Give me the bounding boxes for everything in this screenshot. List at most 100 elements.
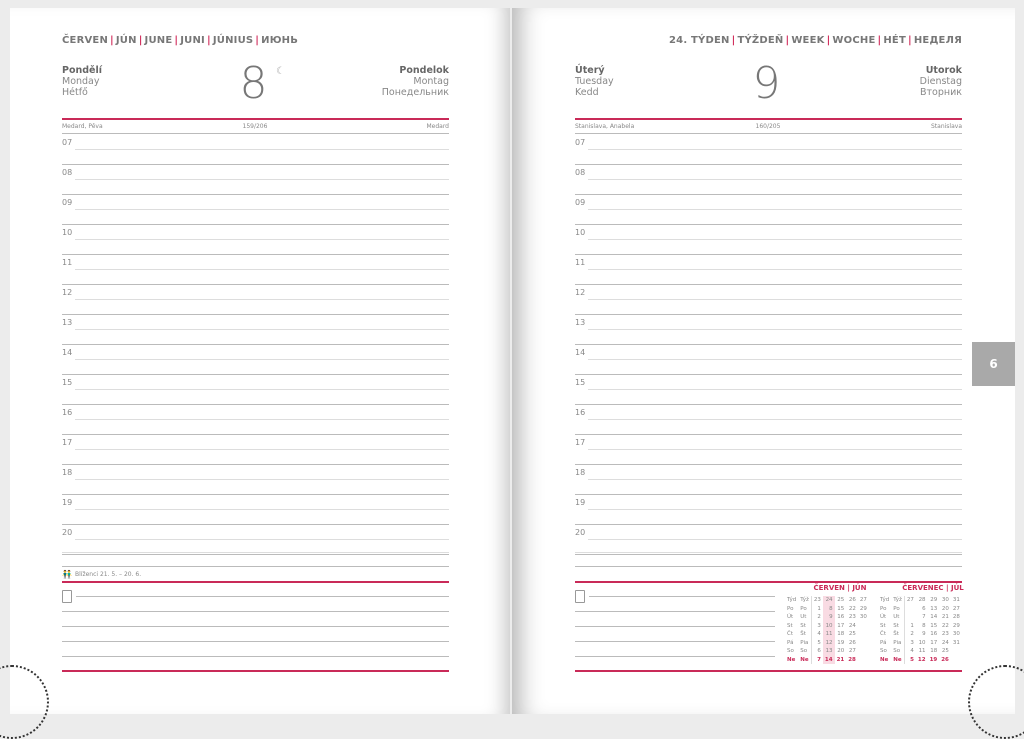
writing-line[interactable] [575, 464, 962, 465]
writing-line[interactable] [62, 374, 449, 375]
calendar-day: 17 [930, 639, 938, 646]
writing-line[interactable] [62, 164, 449, 165]
writing-line[interactable] [588, 299, 962, 300]
writing-line[interactable] [62, 554, 449, 555]
writing-line[interactable] [575, 164, 962, 165]
writing-line[interactable] [575, 194, 962, 195]
writing-line[interactable] [75, 239, 449, 240]
calendar-day: 7 [817, 656, 821, 663]
note-line[interactable] [575, 641, 775, 642]
writing-line[interactable] [575, 434, 962, 435]
writing-line[interactable] [588, 419, 962, 420]
weekday-label: So [787, 648, 794, 655]
writing-line[interactable] [75, 449, 449, 450]
note-line[interactable] [62, 656, 449, 657]
weekday-label: Ut [891, 613, 905, 622]
writing-line[interactable] [588, 539, 962, 540]
hour-label: 13 [575, 318, 586, 327]
separator: | [206, 35, 211, 46]
writing-line[interactable] [75, 389, 449, 390]
writing-line[interactable] [588, 179, 962, 180]
note-line[interactable] [589, 596, 775, 597]
writing-line[interactable] [62, 344, 449, 345]
writing-line[interactable] [588, 359, 962, 360]
writing-line[interactable] [75, 419, 449, 420]
writing-line[interactable] [62, 284, 449, 285]
hour-label: 14 [575, 348, 586, 357]
calendar-day: 28 [918, 597, 926, 604]
writing-line[interactable] [575, 554, 962, 555]
writing-line[interactable] [575, 524, 962, 525]
page-header: 24. TÝDEN | TÝŽDEŇ | WEEK | WOCHE | HÉT | НЕДЕЛЯ [669, 35, 962, 46]
hour-label: 08 [575, 168, 586, 177]
writing-line[interactable] [575, 552, 962, 553]
writing-line[interactable] [588, 239, 962, 240]
writing-line[interactable] [62, 552, 449, 553]
writing-line[interactable] [75, 179, 449, 180]
calendar-day: 23 [813, 597, 821, 604]
weekday-label: Ut [798, 613, 812, 622]
writing-line[interactable] [75, 269, 449, 270]
writing-line[interactable] [75, 299, 449, 300]
writing-line[interactable] [588, 479, 962, 480]
writing-line[interactable] [575, 494, 962, 495]
writing-line[interactable] [62, 254, 449, 255]
writing-line[interactable] [62, 404, 449, 405]
writing-line[interactable] [62, 464, 449, 465]
calendar-day: 14 [930, 614, 938, 621]
note-line[interactable] [62, 626, 449, 627]
writing-line[interactable] [575, 344, 962, 345]
hour-label: 14 [62, 348, 73, 357]
header-word: WEEK [791, 35, 825, 46]
writing-line[interactable] [575, 224, 962, 225]
divider [62, 133, 449, 134]
writing-line[interactable] [588, 209, 962, 210]
writing-line[interactable] [75, 149, 449, 150]
calendar-day: 30 [952, 631, 960, 638]
calendar-day: 5 [910, 656, 914, 663]
calendar-day: 24 [848, 622, 856, 629]
writing-line[interactable] [75, 209, 449, 210]
writing-line[interactable] [575, 254, 962, 255]
writing-line[interactable] [62, 434, 449, 435]
note-line[interactable] [62, 611, 449, 612]
writing-line[interactable] [588, 509, 962, 510]
writing-line[interactable] [62, 566, 449, 567]
writing-line[interactable] [575, 566, 962, 567]
weekday-label: Čt [880, 631, 886, 638]
day-name: Pondělí [62, 65, 103, 76]
hour-label: 15 [575, 378, 586, 387]
writing-line[interactable] [575, 374, 962, 375]
writing-line[interactable] [588, 269, 962, 270]
writing-line[interactable] [75, 509, 449, 510]
writing-line[interactable] [588, 389, 962, 390]
writing-line[interactable] [575, 314, 962, 315]
writing-line[interactable] [62, 494, 449, 495]
page-header: ČERVEN | JÚN | JUNE | JUNI | JÚNIUS | ИЮНЬ [62, 35, 298, 46]
writing-line[interactable] [62, 314, 449, 315]
writing-line[interactable] [588, 149, 962, 150]
writing-line[interactable] [62, 224, 449, 225]
month-tab[interactable]: 6 [972, 342, 1015, 386]
note-line[interactable] [575, 611, 775, 612]
writing-line[interactable] [75, 479, 449, 480]
calendar-day: 1 [817, 605, 821, 612]
writing-line[interactable] [588, 329, 962, 330]
note-line[interactable] [575, 656, 775, 657]
writing-line[interactable] [62, 194, 449, 195]
hour-label: 10 [575, 228, 586, 237]
note-line[interactable] [76, 596, 449, 597]
calendar-day: 20 [837, 648, 845, 655]
note-line[interactable] [575, 626, 775, 627]
note-line[interactable] [62, 641, 449, 642]
writing-line[interactable] [75, 329, 449, 330]
writing-line[interactable] [75, 539, 449, 540]
mini-calendar-title: ČERVEN | JÚN [813, 584, 867, 592]
writing-line[interactable] [62, 524, 449, 525]
divider-red [575, 581, 962, 583]
writing-line[interactable] [588, 449, 962, 450]
calendar-day: 19 [929, 656, 938, 663]
writing-line[interactable] [575, 284, 962, 285]
writing-line[interactable] [75, 359, 449, 360]
writing-line[interactable] [575, 404, 962, 405]
